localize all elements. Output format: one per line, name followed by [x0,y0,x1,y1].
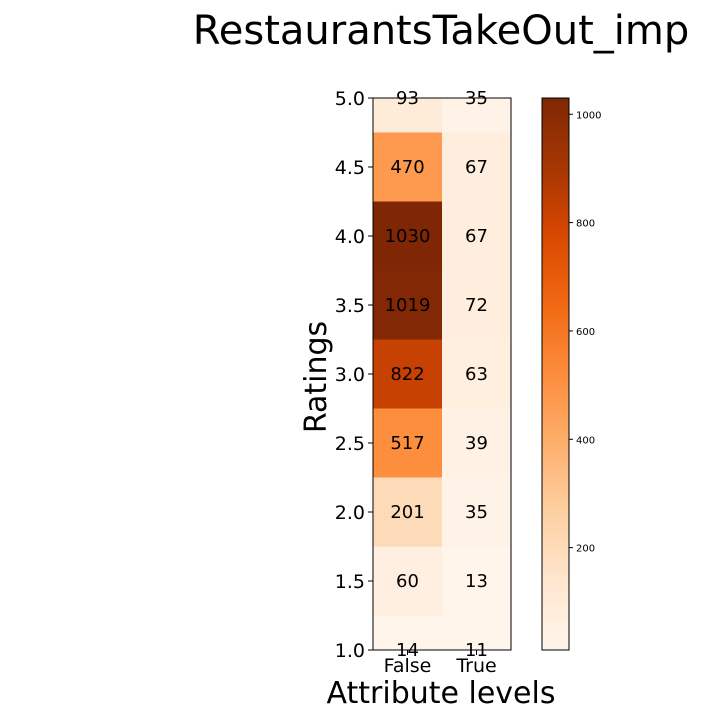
y-tick-label: 4.5 [335,157,365,179]
heatmap-cell [373,132,442,202]
heatmap-cell [442,270,511,340]
heatmap-cell [442,477,511,547]
colorbar-tick-label: 800 [576,219,595,230]
y-tick-label: 1.5 [335,571,365,593]
heatmap-cell [373,98,442,133]
y-tick-label: 1.0 [335,640,365,662]
cell-value-label: 822 [390,364,424,385]
heatmap-cell [373,546,442,616]
heatmap-cells [373,98,511,650]
colorbar-tick-label: 1000 [576,110,601,121]
cell-value-label: 67 [465,226,488,247]
heatmap-cell [373,477,442,547]
y-tick-label: 5.0 [335,88,365,110]
colorbar [541,97,570,651]
x-tick-label: True [455,655,496,677]
cell-value-label: 35 [465,502,488,523]
x-tick-label: False [384,655,432,677]
cell-value-label: 470 [390,157,424,178]
x-axis-ticks: False True [384,650,497,677]
cell-value-label: 60 [396,571,419,592]
y-tick-label: 2.0 [335,502,365,524]
cell-value-label: 72 [465,295,488,316]
heatmap-cell [373,201,442,271]
heatmap-cell [373,339,442,409]
cell-value-label: 13 [465,571,488,592]
cell-value-label: 201 [390,502,424,523]
heatmap-cell [373,270,442,340]
heatmap-cell [373,615,442,650]
heatmap-cell [442,132,511,202]
cell-value-label: 39 [465,433,488,454]
heatmap-cell [442,98,511,133]
y-tick-label: 4.0 [335,226,365,248]
colorbar-tick-label: 200 [576,544,595,555]
cell-value-label: 1019 [385,295,431,316]
y-axis-label: Ratings [299,321,334,433]
cell-value-label: 67 [465,157,488,178]
heatmap-cell [442,546,511,616]
colorbar-tick-label: 400 [576,435,595,446]
heatmap-cell [442,201,511,271]
colorbar-ticks: 200 400 600 800 1000 [569,110,601,555]
heatmap-cell [442,339,511,409]
cell-value-label: 1030 [385,226,431,247]
cell-value-label: 63 [465,364,488,385]
x-axis-label: Attribute levels [327,676,556,711]
colorbar-tick-label: 600 [576,327,595,338]
y-axis-ticks: 1.0 1.5 2.0 2.5 3.0 3.5 4.0 4.5 5.0 [335,88,373,662]
heatmap-cell [442,615,511,650]
y-tick-label: 2.5 [335,433,365,455]
y-tick-label: 3.0 [335,364,365,386]
cell-value-label: 517 [390,433,424,454]
heatmap-cell [442,408,511,478]
heatmap-cell [373,408,442,478]
y-tick-label: 3.5 [335,295,365,317]
chart-title: RestaurantsTakeOut_imp [193,8,689,54]
